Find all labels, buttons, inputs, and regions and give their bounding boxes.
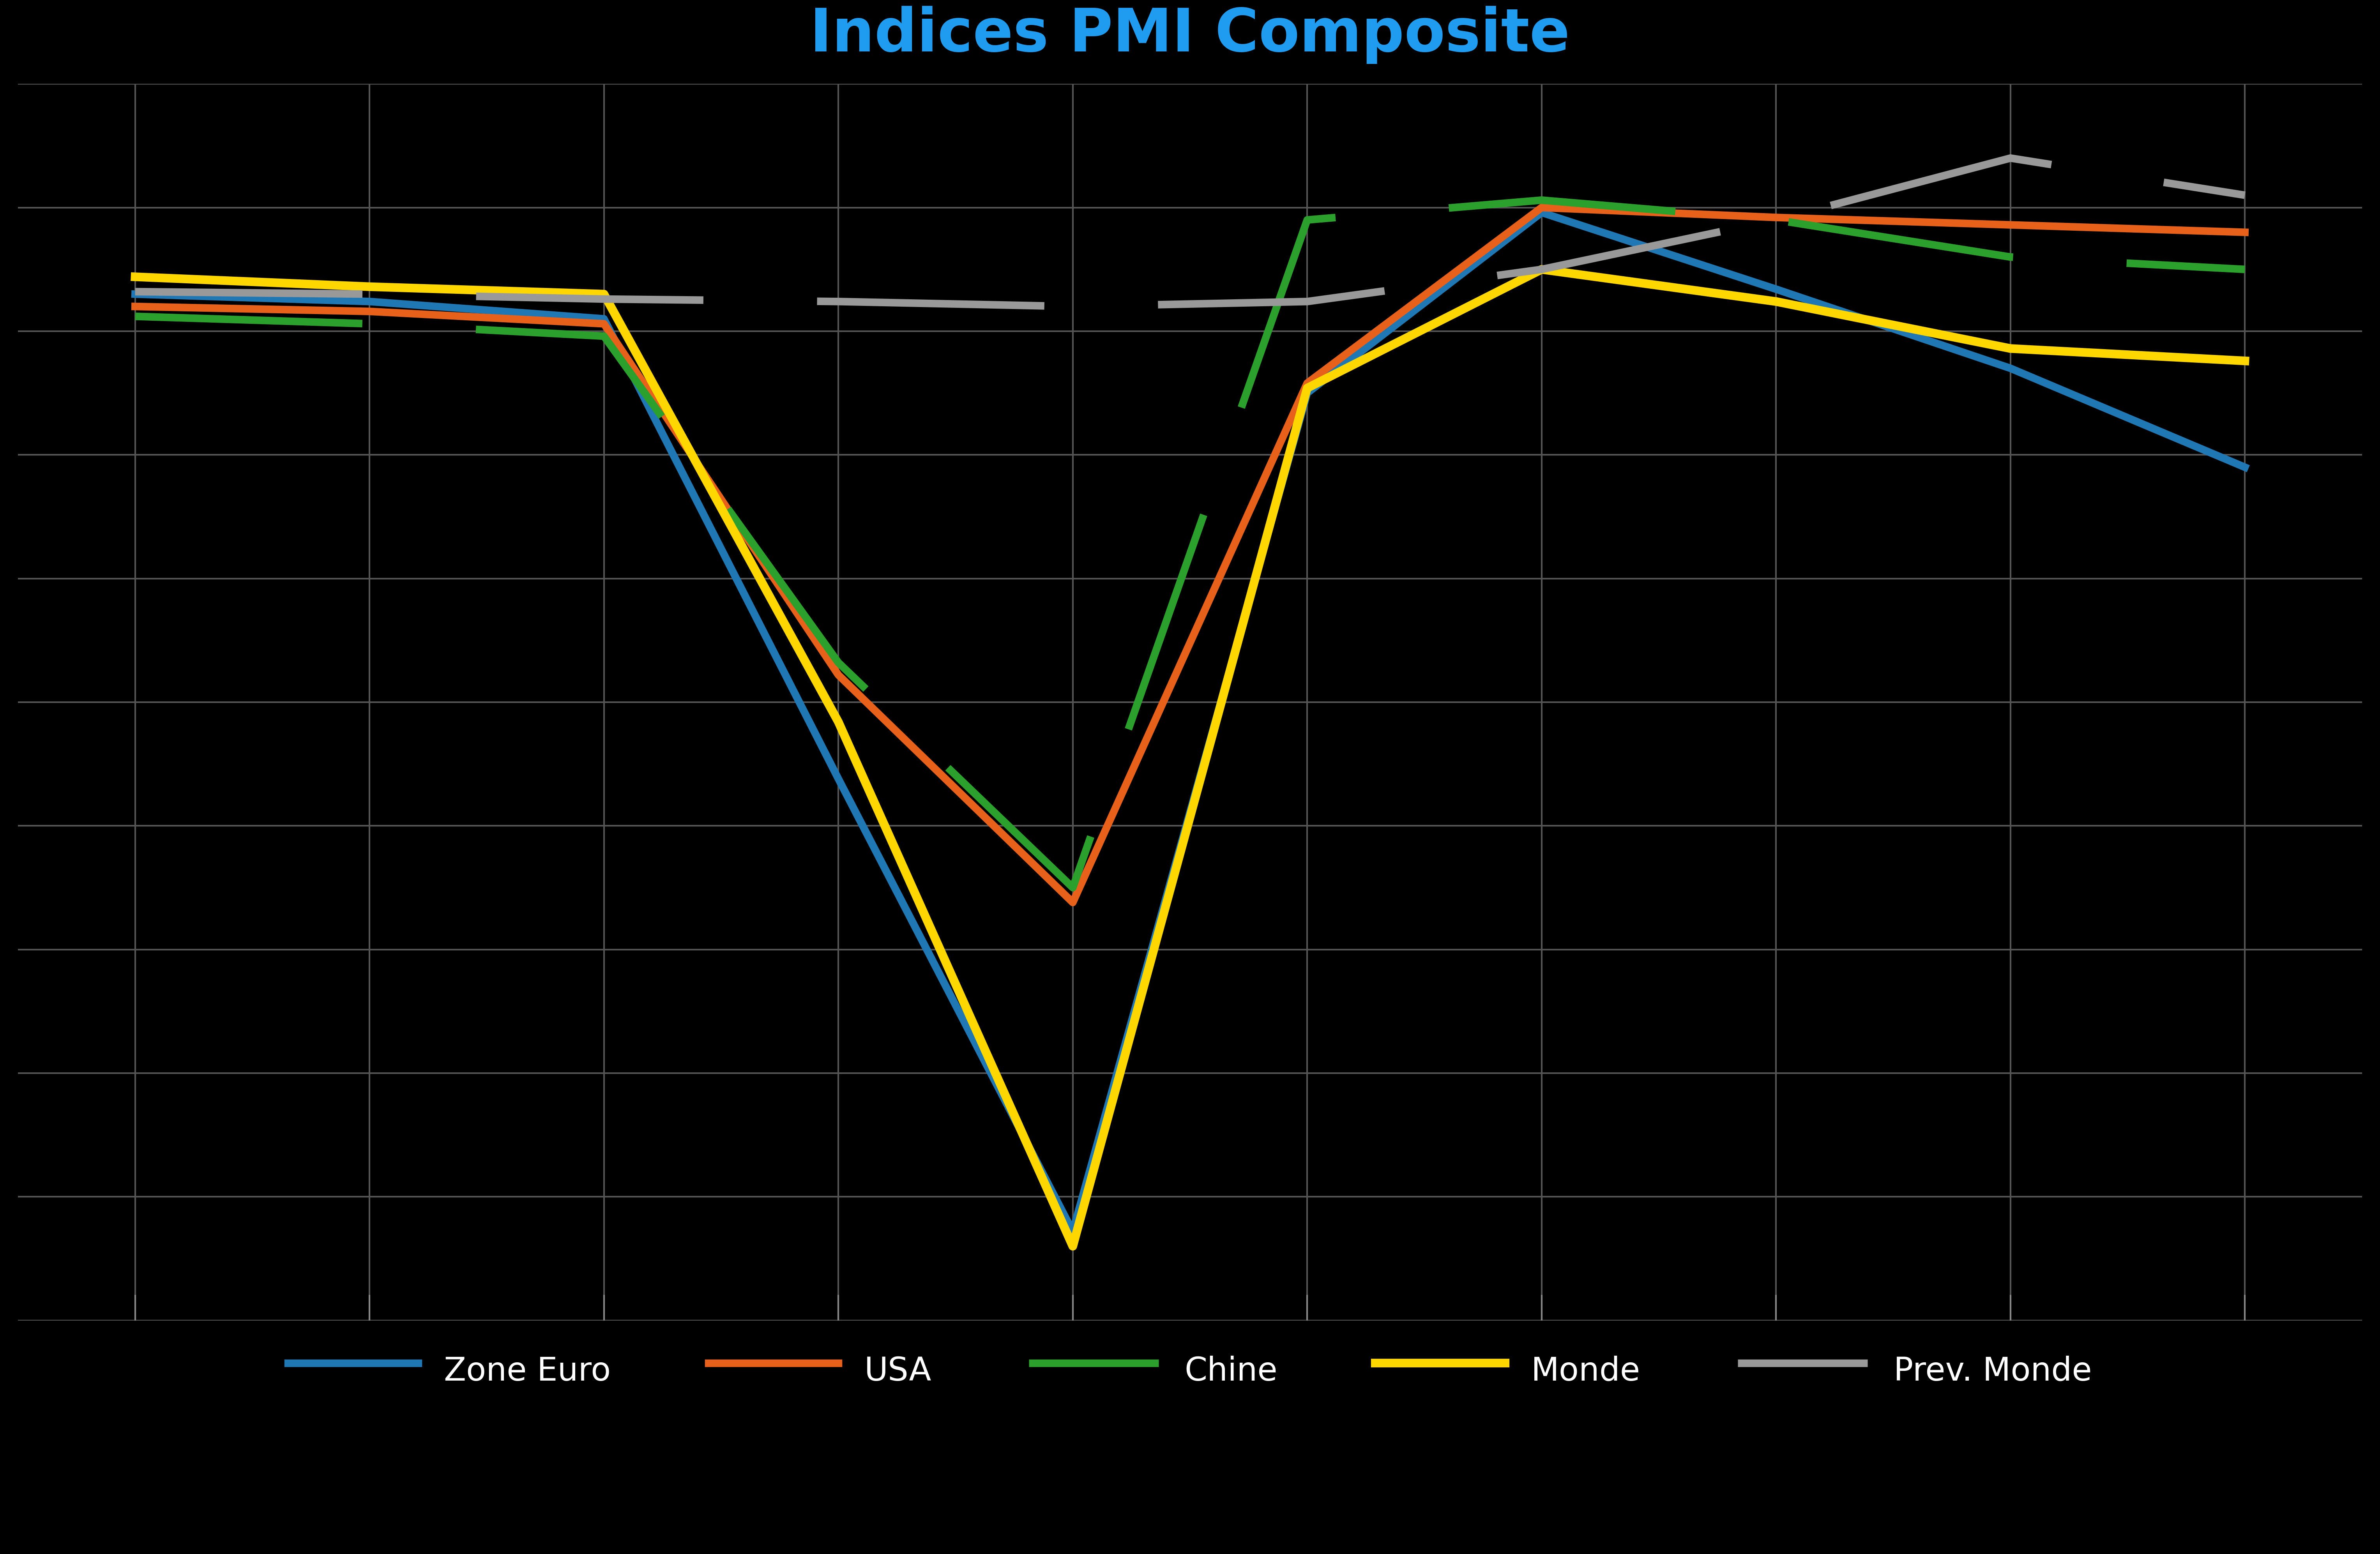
- Title: Indices PMI Composite: Indices PMI Composite: [809, 6, 1571, 64]
- Legend: Zone Euro, USA, Chine, Monde, Prev. Monde: Zone Euro, USA, Chine, Monde, Prev. Mond…: [255, 1313, 2125, 1428]
